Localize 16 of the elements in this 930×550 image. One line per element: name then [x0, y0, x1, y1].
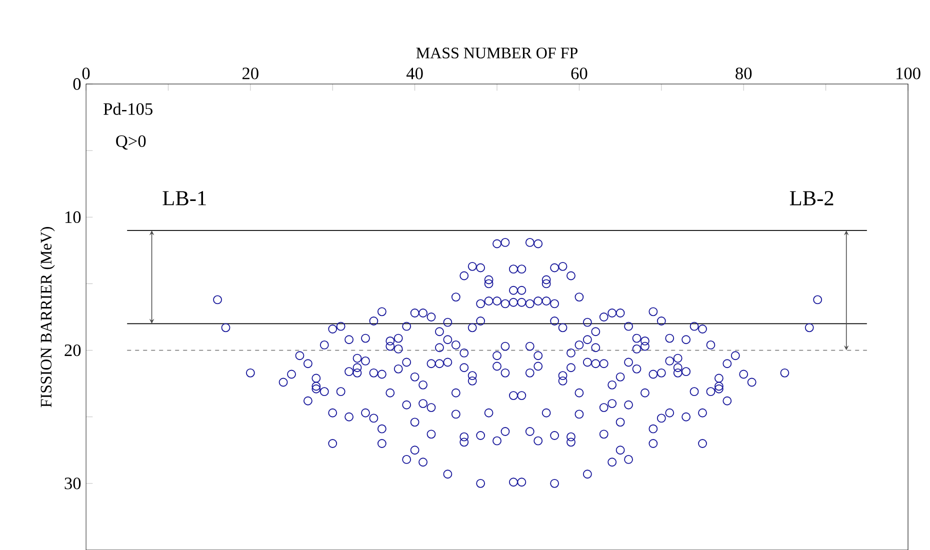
x-tick-label: 80	[736, 68, 752, 80]
x-tick-label: 60	[571, 68, 588, 80]
annotation: Q>0	[116, 135, 146, 150]
x-tick-label: 20	[242, 68, 258, 80]
annotation: LB-2	[790, 191, 834, 206]
annotation: Pd-105	[104, 102, 152, 115]
x-axis-title: MASS NUMBER OF FP	[416, 48, 578, 58]
y-tick-label: 30	[64, 478, 81, 490]
y-tick-label: 20	[64, 344, 81, 356]
x-tick-label: 100	[896, 68, 920, 80]
x-tick-label: 0	[82, 68, 90, 80]
x-tick-label: 40	[406, 68, 423, 80]
y-axis-title: FISSION BARRIER (MeV)	[40, 227, 55, 408]
annotation: LB-1	[162, 191, 206, 206]
y-tick-label: 0	[73, 78, 81, 90]
y-tick-label: 10	[65, 211, 81, 223]
